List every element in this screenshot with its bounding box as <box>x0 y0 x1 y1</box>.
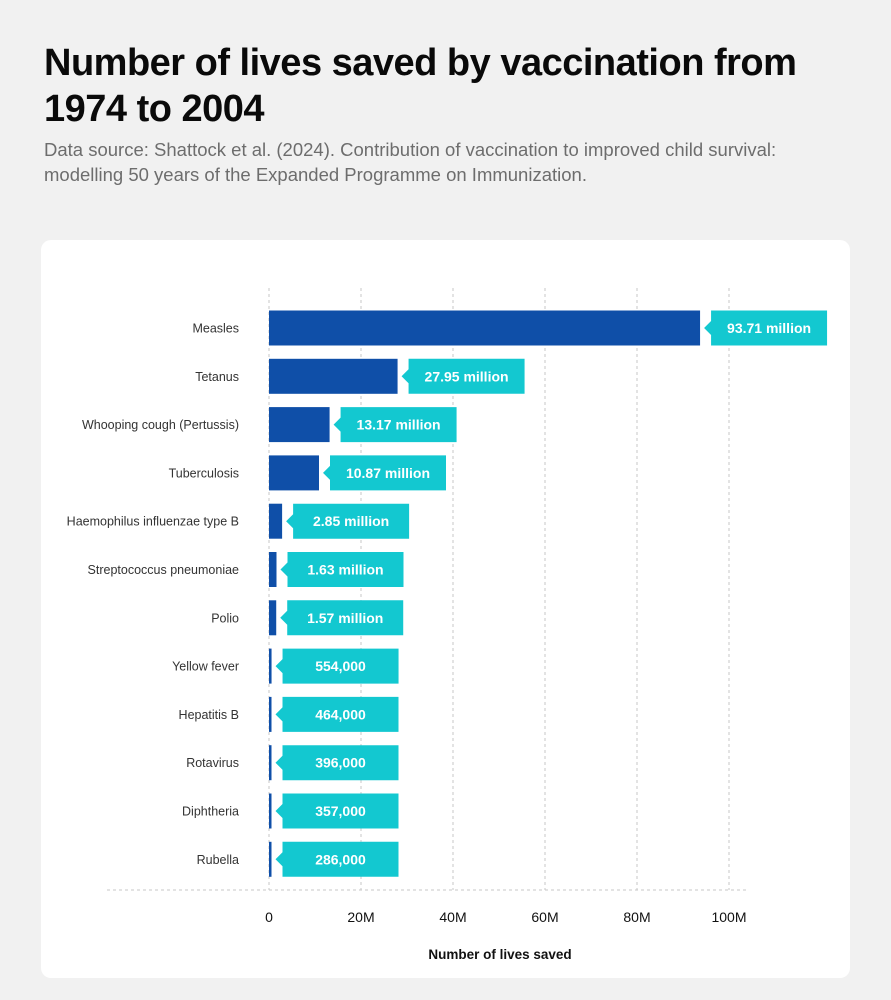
category-label: Rotavirus <box>186 756 239 770</box>
x-tick-label: 20M <box>347 909 374 925</box>
data-label-box <box>704 310 828 346</box>
bar <box>269 648 272 684</box>
data-label: 464,000 <box>315 706 366 722</box>
data-label: 1.63 million <box>307 562 383 578</box>
data-label-box <box>275 696 399 732</box>
grid-lines <box>107 288 749 891</box>
bar <box>269 310 701 346</box>
data-label-box <box>275 793 399 829</box>
category-label: Rubella <box>197 853 239 867</box>
category-label: Tetanus <box>195 370 239 384</box>
data-label: 1.57 million <box>307 610 383 626</box>
x-tick-label: 0 <box>265 909 273 925</box>
data-label-box <box>333 407 457 443</box>
category-label: Yellow fever <box>172 660 239 674</box>
data-label-box <box>275 648 399 684</box>
data-label-box <box>401 358 525 394</box>
bar <box>269 358 398 394</box>
x-tick-label: 80M <box>623 909 650 925</box>
data-label: 554,000 <box>315 658 366 674</box>
bar <box>269 696 272 732</box>
data-label: 2.85 million <box>313 513 389 529</box>
chart-subtitle: Data source: Shattock et al. (2024). Con… <box>44 139 777 185</box>
chart-card: 93.71 million 27.95 million 13.17 million 1… <box>41 240 850 978</box>
category-label: Hepatitis B <box>179 708 239 722</box>
bar <box>269 503 283 539</box>
bar <box>269 455 320 491</box>
data-label-box <box>280 552 404 587</box>
data-label: 286,000 <box>315 851 366 867</box>
bar <box>269 407 330 443</box>
bars <box>269 310 701 877</box>
category-label: Streptococcus pneumoniae <box>88 563 240 577</box>
data-label: 93.71 million <box>727 320 811 336</box>
data-label-box <box>275 841 399 877</box>
data-label: 13.17 million <box>357 417 441 433</box>
data-label-box <box>275 745 399 781</box>
bar <box>269 600 277 636</box>
data-label: 27.95 million <box>425 368 509 384</box>
bar <box>269 552 277 587</box>
category-label: Polio <box>211 611 239 625</box>
bar <box>269 841 272 877</box>
data-label-box <box>323 455 447 491</box>
category-label: Measles <box>192 322 239 336</box>
data-label: 10.87 million <box>346 465 430 481</box>
chart-title: Number of lives saved by vaccination fro… <box>44 42 797 130</box>
bar <box>269 793 272 829</box>
bar-chart: 93.71 million 27.95 million 13.17 million 1… <box>67 288 828 962</box>
category-labels: Measles Tetanus Whooping cough (Pertussis)… <box>67 322 239 867</box>
category-label: Whooping cough (Pertussis) <box>82 418 239 432</box>
x-tick-label: 60M <box>531 909 558 925</box>
data-label-box <box>286 503 410 539</box>
category-label: Tuberculosis <box>169 466 239 480</box>
bar <box>269 745 272 781</box>
category-label: Haemophilus influenzae type B <box>67 515 239 529</box>
data-label-box <box>280 600 404 636</box>
x-tick-label: 100M <box>711 909 746 925</box>
x-tick-label: 40M <box>439 909 466 925</box>
category-label: Diphtheria <box>182 805 239 819</box>
x-tick-labels: 0 20M 40M 60M 80M 100M <box>265 909 746 925</box>
data-label: 357,000 <box>315 803 366 819</box>
x-axis-title: Number of lives saved <box>428 947 571 962</box>
data-labels: 93.71 million 27.95 million 13.17 million 1… <box>275 310 828 877</box>
data-label: 396,000 <box>315 755 366 771</box>
